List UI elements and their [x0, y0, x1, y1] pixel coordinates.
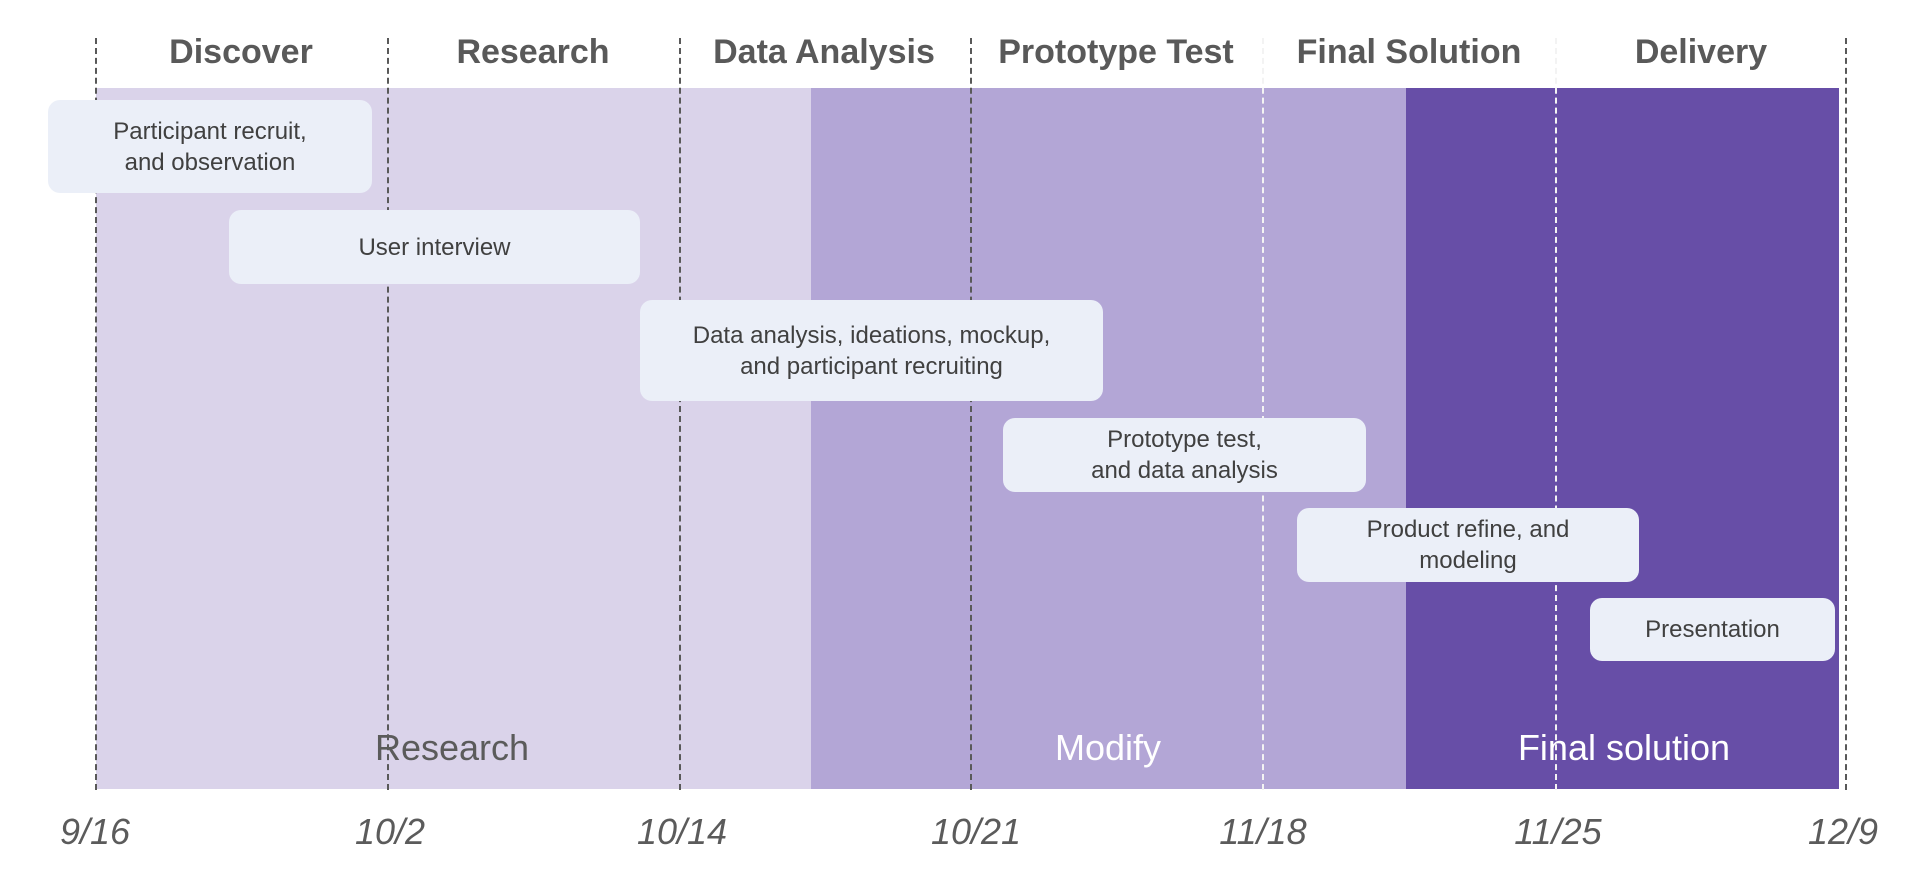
- task-text-line: Prototype test,: [1107, 426, 1262, 453]
- task-text-line: modeling: [1419, 547, 1517, 574]
- phase-header-prototype-test: Prototype Test: [998, 33, 1234, 71]
- task-text-line: and participant recruiting: [740, 352, 1003, 380]
- phase-header-final-solution: Final Solution: [1296, 33, 1522, 71]
- phase-header-data-analysis: Data Analysis: [713, 33, 935, 71]
- date-label: 12/9: [1807, 811, 1879, 852]
- stage-band-final-solution: [1406, 88, 1839, 789]
- task-text-line: Participant recruit,: [113, 117, 307, 145]
- task-text-line: Data analysis, ideations, mockup,: [692, 321, 1051, 349]
- stage-label-final-solution: Final solution: [1517, 727, 1731, 768]
- milestone-line-12-9: [1845, 38, 1847, 790]
- milestone-line-10-14: [679, 38, 681, 790]
- task-product-refine: Product refine, and modeling: [1297, 508, 1639, 582]
- task-participant-recruit: Participant recruit, and observation: [48, 100, 372, 193]
- stage-label-modify: Modify: [1054, 727, 1162, 768]
- date-label: 10/2: [354, 811, 426, 852]
- task-text-line: and observation: [124, 148, 296, 176]
- milestone-line-11-25: [1555, 38, 1557, 790]
- date-label: 11/25: [1514, 811, 1602, 852]
- task-prototype-test: Prototype test, and data analysis: [1003, 418, 1366, 492]
- stage-band-research: [96, 88, 811, 789]
- milestone-line-11-18: [1262, 38, 1264, 790]
- phase-header-discover: Discover: [169, 33, 313, 71]
- task-text-line: Product refine, and: [1366, 516, 1570, 543]
- task-text-line: and data analysis: [1091, 457, 1278, 484]
- date-label: 10/14: [636, 811, 728, 852]
- task-text-line: User interview: [358, 233, 511, 261]
- date-label: 11/18: [1219, 811, 1307, 852]
- phase-header-research: Research: [456, 33, 610, 71]
- date-label: 9/16: [59, 811, 131, 852]
- milestone-line-10-2: [387, 38, 389, 790]
- milestone-line-9-16: [95, 38, 97, 790]
- task-user-interview: User interview: [229, 210, 640, 284]
- task-text-line: Presentation: [1645, 616, 1780, 643]
- stage-label-research: Research: [374, 727, 530, 768]
- task-data-analysis: Data analysis, ideations, mockup, and pa…: [640, 300, 1103, 401]
- date-label: 10/21: [930, 811, 1022, 852]
- phase-header-delivery: Delivery: [1634, 33, 1768, 71]
- milestone-line-10-21: [970, 38, 972, 790]
- task-presentation: Presentation: [1590, 598, 1835, 661]
